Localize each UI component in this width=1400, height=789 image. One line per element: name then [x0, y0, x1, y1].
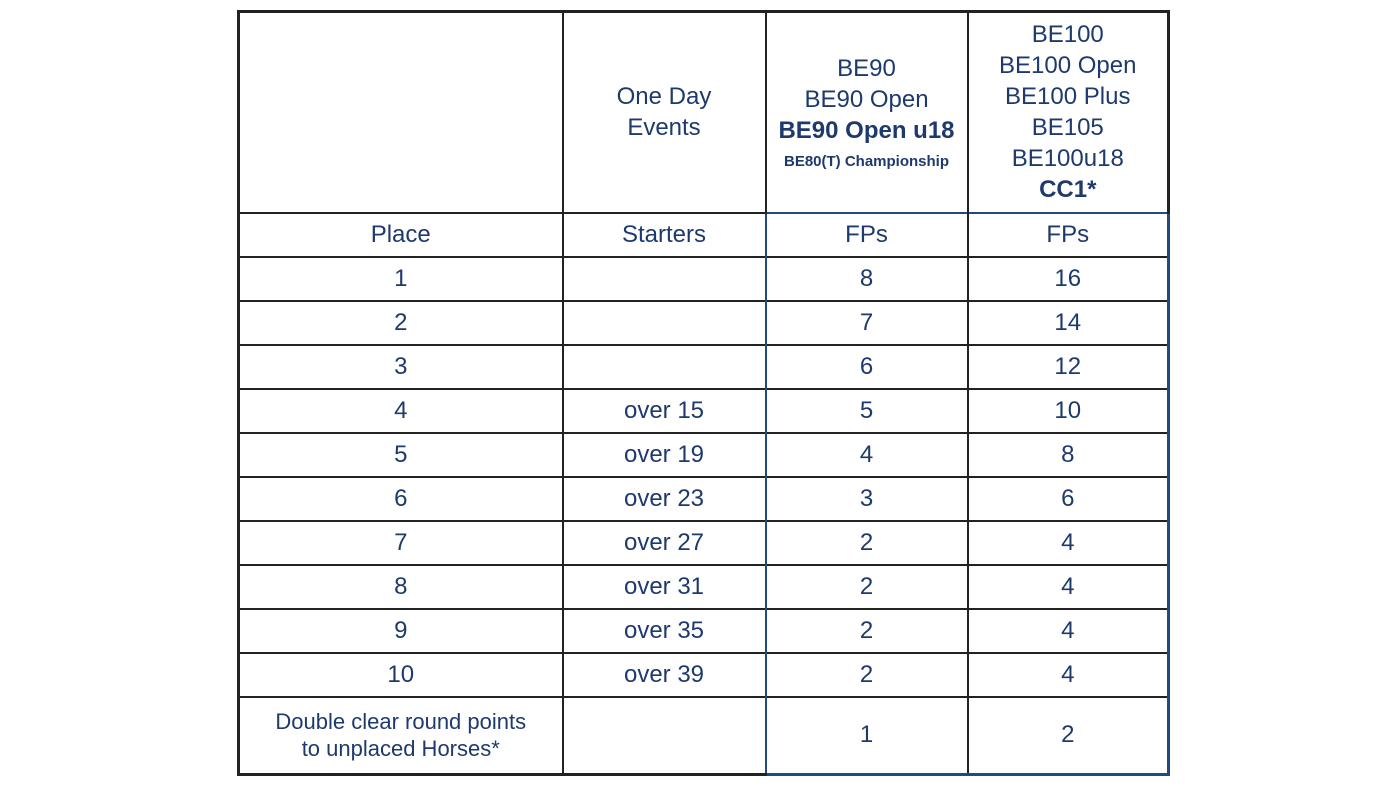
- footer-starters-cell: [561, 695, 766, 776]
- place-cell: 3: [237, 343, 563, 389]
- fp-be100-cell: 6: [966, 475, 1170, 521]
- fp-be90-cell: 2: [764, 607, 968, 653]
- footer-label-line: Double clear round points: [275, 709, 527, 735]
- header-line: BE100 Open: [999, 52, 1137, 80]
- place-cell: 9: [237, 607, 563, 653]
- starters-cell: over 27: [561, 519, 766, 565]
- table-row: 4 over 15 5 10: [237, 387, 1170, 433]
- footer-label-line: to unplaced Horses*: [301, 736, 500, 762]
- header-line: One Day: [616, 83, 712, 111]
- header-line-small: BE80(T) Championship: [783, 153, 949, 171]
- header-line: BE90: [837, 55, 896, 83]
- place-cell: 8: [237, 563, 563, 609]
- foundation-points-table: One Day Events BE90 BE90 Open BE90 Open …: [237, 10, 1170, 776]
- header-one-day-events: One Day Events: [561, 10, 766, 213]
- fp-be100-cell: 4: [966, 519, 1170, 565]
- fp-be90-cell: 6: [764, 343, 968, 389]
- starters-cell: over 35: [561, 607, 766, 653]
- table-row: 2 7 14: [237, 299, 1170, 345]
- fp-be100-cell: 8: [966, 431, 1170, 477]
- table-row: 5 over 19 4 8: [237, 431, 1170, 477]
- place-cell: 2: [237, 299, 563, 345]
- place-cell: 10: [237, 651, 563, 697]
- subheader-place: Place: [237, 211, 563, 257]
- header-line: BE100 Plus: [1005, 83, 1131, 111]
- place-cell: 6: [237, 475, 563, 521]
- header-line: BE90 Open u18: [778, 117, 955, 145]
- starters-cell: over 19: [561, 431, 766, 477]
- subheader-fps-be90: FPs: [764, 211, 968, 257]
- fp-be90-cell: 1: [764, 695, 968, 776]
- table-row: 8 over 31 2 4: [237, 563, 1170, 609]
- header-line: BE100u18: [1011, 145, 1124, 173]
- fp-be100-cell: 12: [966, 343, 1170, 389]
- fp-be100-cell: 4: [966, 607, 1170, 653]
- fp-be90-cell: 4: [764, 431, 968, 477]
- header-line: BE90 Open: [804, 86, 929, 114]
- subheader-fps-be100: FPs: [966, 211, 1170, 257]
- fp-be90-cell: 8: [764, 255, 968, 301]
- fp-be90-cell: 7: [764, 299, 968, 345]
- header-blank-cell: [237, 10, 563, 213]
- fp-be100-cell: 16: [966, 255, 1170, 301]
- place-cell: 5: [237, 431, 563, 477]
- header-line: BE105: [1031, 114, 1104, 142]
- fp-be90-cell: 5: [764, 387, 968, 433]
- table-row: 6 over 23 3 6: [237, 475, 1170, 521]
- fp-be100-cell: 14: [966, 299, 1170, 345]
- starters-cell: over 23: [561, 475, 766, 521]
- header-line: Events: [627, 114, 701, 142]
- starters-cell: over 31: [561, 563, 766, 609]
- subheader-starters: Starters: [561, 211, 766, 257]
- fp-be90-cell: 2: [764, 563, 968, 609]
- starters-cell: [561, 255, 766, 301]
- header-line: BE100: [1031, 21, 1104, 49]
- place-cell: 4: [237, 387, 563, 433]
- table-header-row: One Day Events BE90 BE90 Open BE90 Open …: [237, 10, 1170, 213]
- place-cell: 1: [237, 255, 563, 301]
- starters-cell: over 39: [561, 651, 766, 697]
- table-subheader-row: Place Starters FPs FPs: [237, 211, 1170, 257]
- fp-be100-cell: 2: [966, 695, 1170, 776]
- table-row: 9 over 35 2 4: [237, 607, 1170, 653]
- header-be100-group: BE100 BE100 Open BE100 Plus BE105 BE100u…: [966, 10, 1170, 213]
- fp-be100-cell: 4: [966, 651, 1170, 697]
- starters-cell: [561, 299, 766, 345]
- place-cell: 7: [237, 519, 563, 565]
- table-footer-row: Double clear round points to unplaced Ho…: [237, 695, 1170, 776]
- fp-be90-cell: 2: [764, 519, 968, 565]
- header-line: CC1*: [1039, 176, 1097, 204]
- starters-cell: [561, 343, 766, 389]
- table-row: 1 8 16: [237, 255, 1170, 301]
- footer-label-cell: Double clear round points to unplaced Ho…: [237, 695, 563, 776]
- table-row: 7 over 27 2 4: [237, 519, 1170, 565]
- starters-cell: over 15: [561, 387, 766, 433]
- table-row: 10 over 39 2 4: [237, 651, 1170, 697]
- table-row: 3 6 12: [237, 343, 1170, 389]
- fp-be100-cell: 4: [966, 563, 1170, 609]
- fp-be90-cell: 3: [764, 475, 968, 521]
- header-be90-group: BE90 BE90 Open BE90 Open u18 BE80(T) Cha…: [764, 10, 968, 213]
- fp-be100-cell: 10: [966, 387, 1170, 433]
- fp-be90-cell: 2: [764, 651, 968, 697]
